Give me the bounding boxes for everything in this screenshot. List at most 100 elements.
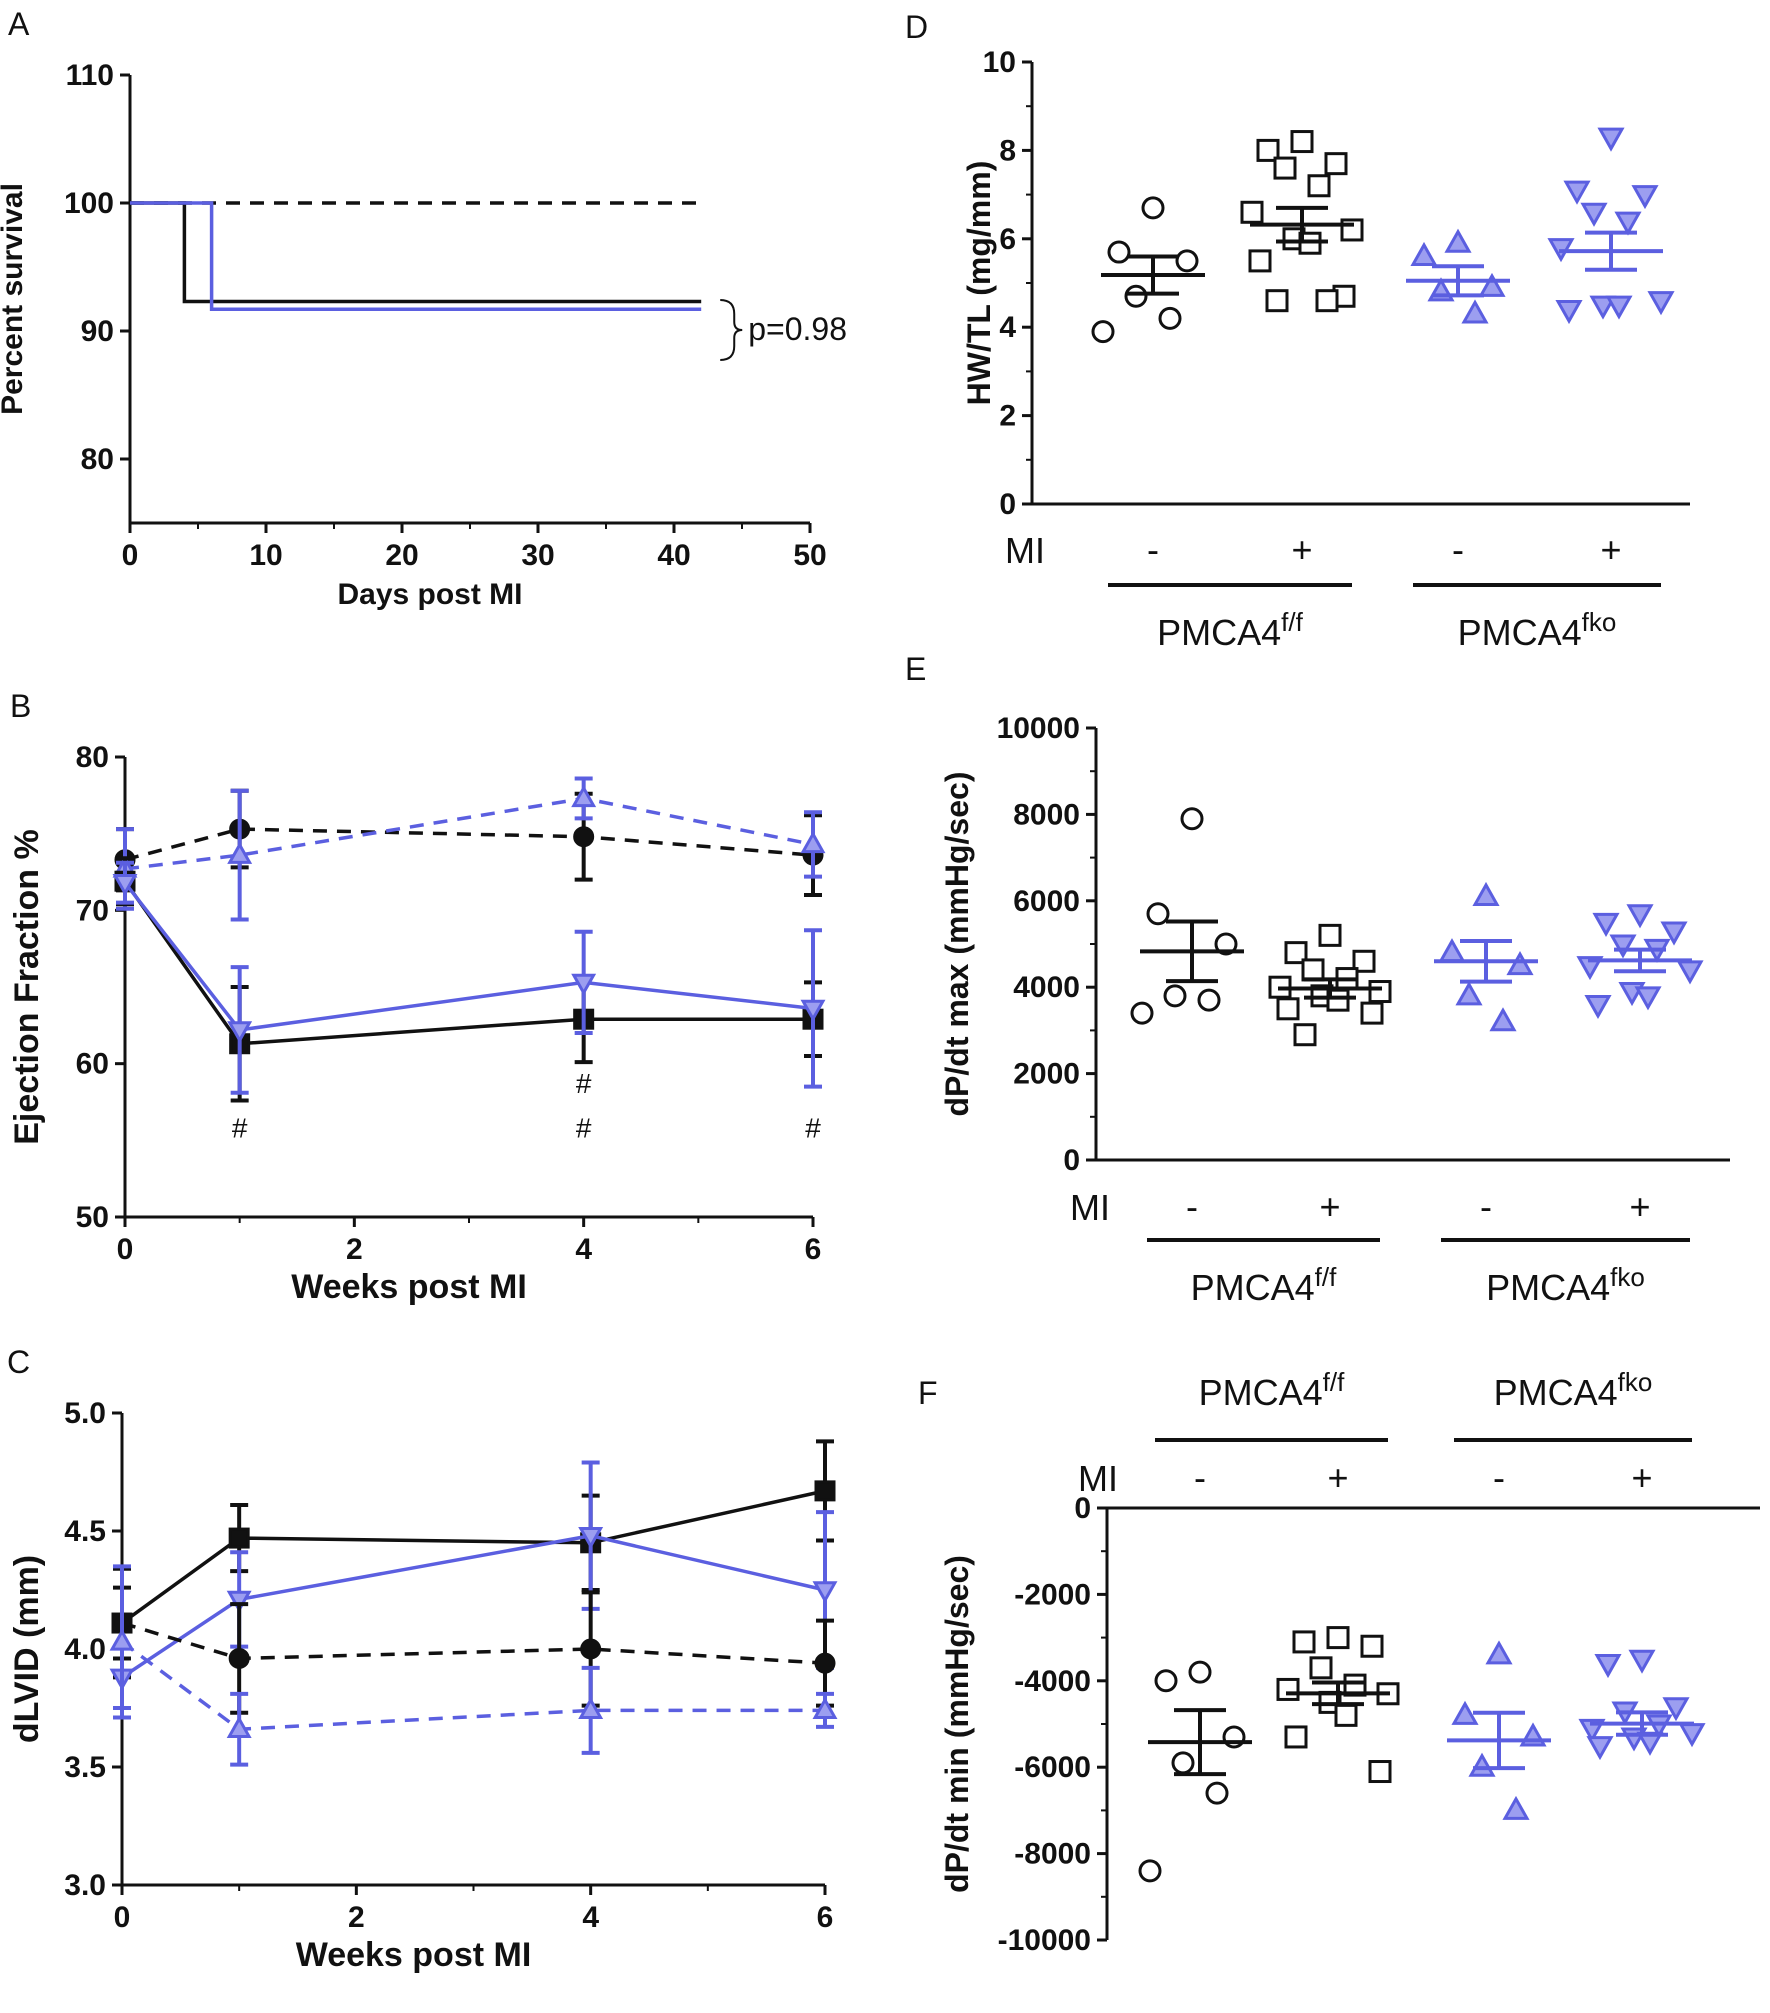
genotype-label: PMCA4fko [1494, 1367, 1653, 1413]
mi-label: MI [1005, 530, 1045, 571]
data-point [812, 1581, 838, 1604]
y-tick-label: 0 [1074, 1492, 1091, 1525]
genotype-label: PMCA4fko [1486, 1262, 1645, 1308]
panel-e: E 0 2000 4000 6000 8000 10000 dP/dt max (mmHg/s… [905, 651, 1730, 1308]
data-point [1175, 249, 1199, 273]
series-solid-black [114, 856, 824, 1103]
data-point [1276, 997, 1300, 1021]
data-point [1589, 295, 1617, 320]
data-point [573, 826, 595, 848]
data-point [571, 784, 597, 808]
data-point [226, 1715, 252, 1738]
data-point [1158, 306, 1182, 330]
data-point [1130, 1001, 1154, 1025]
y-tick-label: 50 [76, 1201, 109, 1234]
group-3 [1447, 1640, 1551, 1820]
data-point [580, 1638, 602, 1660]
data-point [1107, 240, 1131, 264]
x-tick-label: 40 [657, 539, 690, 572]
data-point [1276, 1677, 1300, 1701]
y-tick-label: 4.5 [64, 1515, 106, 1548]
y-tick-label: 90 [81, 315, 114, 348]
series-line [123, 880, 813, 1046]
y-tick-label: 0 [1063, 1144, 1080, 1177]
y-tick-label: 2000 [1013, 1058, 1080, 1091]
x-tick-label: 20 [385, 539, 418, 572]
data-point [1662, 1697, 1690, 1722]
y-tick-label: 70 [76, 894, 109, 927]
axes: 3.0 3.5 4.0 4.5 5.0 0 2 4 6 [64, 1397, 833, 1934]
data-point [1634, 986, 1662, 1011]
series-line [121, 1533, 826, 1679]
data-point [1292, 1630, 1316, 1654]
panel-b: B 50 60 70 80 0 2 4 6 Weeks post MI Ejection Fract… [8, 688, 826, 1306]
data-point [812, 1696, 838, 1720]
series-solid-black [130, 201, 702, 304]
data-point [1468, 1752, 1496, 1777]
x-axis-label: Weeks post MI [291, 1268, 527, 1306]
data-point [1506, 951, 1534, 976]
x-tick-label: 6 [817, 1901, 834, 1934]
genotype-label: PMCA4f/f [1199, 1367, 1345, 1413]
y-tick-label: 5.0 [64, 1397, 106, 1430]
data-point [1410, 241, 1438, 266]
series-solid-black [111, 1439, 836, 1680]
data-point [578, 1696, 604, 1720]
mi-label: MI [1078, 1458, 1118, 1499]
panel-label: F [918, 1375, 938, 1411]
data-point [1660, 921, 1688, 946]
bracket [720, 299, 743, 361]
y-axis-label: dLVID (mm) [8, 1555, 46, 1743]
mi-sign: + [1631, 1457, 1652, 1498]
group-2 [1268, 923, 1392, 1047]
data-point [1451, 1700, 1479, 1725]
data-point [1676, 960, 1704, 985]
y-axis-label: Ejection Fraction % [8, 829, 46, 1145]
y-tick-label: 110 [66, 59, 114, 92]
group-1 [1091, 196, 1205, 344]
mi-sign: - [1194, 1457, 1206, 1498]
data-point [1141, 196, 1165, 220]
data-point [1171, 1751, 1195, 1775]
series-line [120, 1489, 826, 1625]
y-tick-label: 6000 [1013, 885, 1080, 918]
genotype-base: PMCA4 [1494, 1372, 1618, 1413]
data-point [1309, 1656, 1333, 1680]
group-1 [1130, 807, 1244, 1025]
data-point [800, 999, 826, 1022]
data-point [228, 1647, 250, 1669]
data-point [1444, 228, 1472, 253]
data-point [1580, 202, 1608, 227]
data-point [578, 1527, 604, 1550]
x-tick-label: 0 [117, 1233, 134, 1266]
series-line [123, 881, 814, 1032]
genotype-label: PMCA4f/f [1191, 1262, 1337, 1308]
series-solid-blue [112, 860, 826, 1095]
group-3 [1434, 881, 1538, 1032]
data-point [1326, 1626, 1350, 1650]
y-tick-label: -4000 [1014, 1665, 1091, 1698]
series-solid-blue [130, 201, 702, 311]
data-point [1352, 949, 1376, 973]
mi-sign: + [1319, 1186, 1340, 1227]
genotype-label: PMCA4fko [1458, 607, 1617, 653]
series-solid-blue [109, 1460, 838, 1710]
series-line [124, 796, 814, 871]
data-point [1301, 958, 1325, 982]
x-tick-label: 10 [249, 539, 282, 572]
significance-mark: # [576, 1112, 592, 1143]
data-point [1315, 289, 1339, 313]
data-point [1284, 941, 1308, 965]
y-tick-label: -2000 [1014, 1578, 1091, 1611]
significance-mark: # [805, 1112, 821, 1143]
series-line [124, 827, 814, 862]
panel-c: C 3.0 3.5 4.0 4.5 5.0 0 2 4 6 Weeks post MI dLVID (… [7, 1344, 838, 1974]
data-point [1324, 152, 1348, 176]
data-point [814, 1652, 836, 1674]
data-point [1334, 1703, 1358, 1727]
data-point [1628, 1649, 1656, 1674]
y-axis-label: HW/TL (mg/mm) [961, 161, 997, 406]
data-point [1597, 127, 1625, 152]
mi-label: MI [1070, 1187, 1110, 1228]
data-point [1146, 902, 1170, 926]
